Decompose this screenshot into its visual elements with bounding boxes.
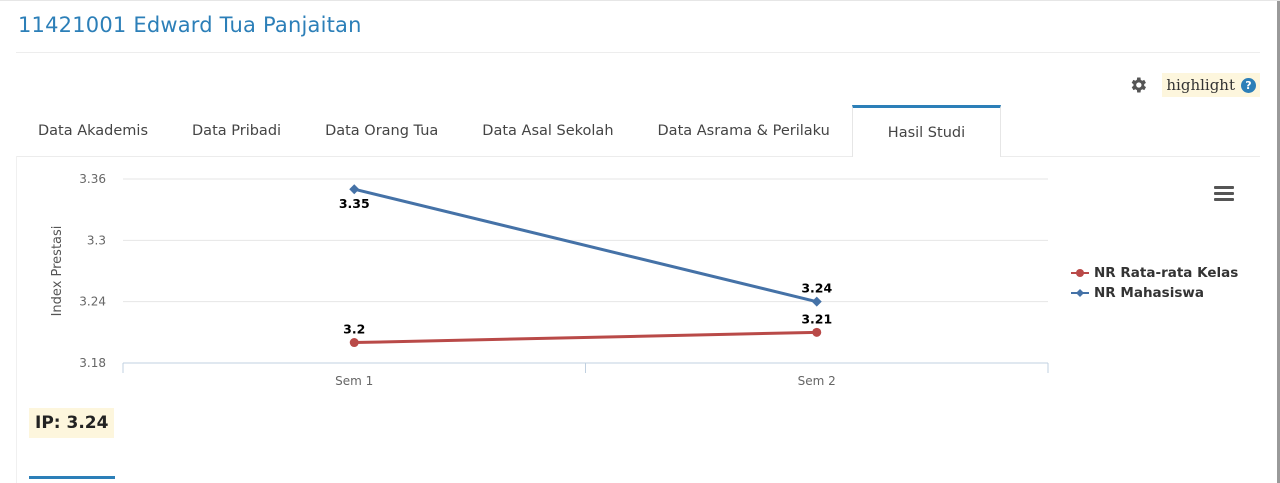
section-accent-line xyxy=(29,476,115,479)
hamburger-menu-icon[interactable] xyxy=(1214,186,1234,202)
x-tick-label: Sem 2 xyxy=(798,374,836,388)
series-line-0 xyxy=(354,330,817,345)
highlight-label[interactable]: highlight xyxy=(1166,76,1235,94)
page-title: 11421001 Edward Tua Panjaitan xyxy=(18,13,362,37)
chart-legend: NR Rata-rata Kelas NR Mahasiswa xyxy=(1071,263,1238,303)
tab-hasil-studi[interactable]: Hasil Studi xyxy=(851,105,1002,157)
x-tick-label: Sem 1 xyxy=(335,374,373,388)
tab-data-asal-sekolah[interactable]: Data Asal Sekolah xyxy=(482,122,614,139)
data-point xyxy=(811,296,822,307)
hasil-studi-panel: 3.18 3.24 3.3 3.36 Sem 1 Sem 2 Index Prestasi … xyxy=(16,156,1260,483)
toolbar: highlight ? xyxy=(1128,73,1260,97)
series-line-1 xyxy=(353,187,818,304)
data-label: 3.21 xyxy=(801,311,832,326)
tab-data-akademis[interactable]: Data Akademis xyxy=(38,122,149,139)
data-label: 3.2 xyxy=(343,322,365,337)
y-tick-label: 3.24 xyxy=(79,295,106,309)
legend-label: NR Mahasiswa xyxy=(1094,285,1204,301)
title-divider xyxy=(16,52,1260,53)
highlight-toggle[interactable]: highlight ? xyxy=(1162,73,1260,97)
legend-swatch-red xyxy=(1071,269,1089,277)
tab-data-asrama-perilaku[interactable]: Data Asrama & Perilaku xyxy=(657,122,830,139)
y-tick-label: 3.36 xyxy=(79,172,106,186)
data-point xyxy=(812,327,822,337)
tab-data-pribadi[interactable]: Data Pribadi xyxy=(192,122,282,139)
window-edge xyxy=(1277,1,1280,483)
legend-label: NR Rata-rata Kelas xyxy=(1094,265,1239,281)
question-circle-icon[interactable]: ? xyxy=(1241,77,1256,93)
legend-item-nr-rata-rata-kelas[interactable]: NR Rata-rata Kelas xyxy=(1071,263,1238,283)
y-tick-label: 3.3 xyxy=(87,233,106,247)
legend-item-nr-mahasiswa[interactable]: NR Mahasiswa xyxy=(1071,283,1238,303)
y-axis-title: Index Prestasi xyxy=(50,226,65,317)
data-point xyxy=(349,184,360,195)
tab-data-orang-tua[interactable]: Data Orang Tua xyxy=(325,122,439,139)
y-tick-label: 3.18 xyxy=(79,356,106,370)
data-label: 3.24 xyxy=(801,281,832,296)
gear-icon[interactable] xyxy=(1128,75,1148,95)
ip-summary: IP: 3.24 xyxy=(29,408,115,438)
legend-swatch-blue xyxy=(1071,289,1089,297)
tab-bar: Data Akademis Data Pribadi Data Orang Tu… xyxy=(16,105,1260,157)
data-point xyxy=(349,338,359,348)
data-label: 3.35 xyxy=(339,196,370,211)
